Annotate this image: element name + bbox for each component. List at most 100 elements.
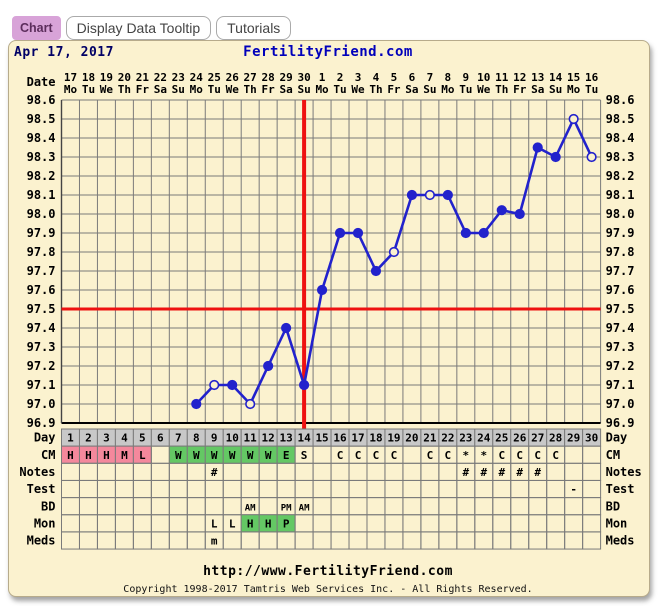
notes-cell-day-28 <box>546 462 566 481</box>
temp-point-day-15[interactable] <box>316 284 328 296</box>
mon-value-day-12: H <box>265 517 272 530</box>
day-value-day-19: 19 <box>387 432 400 445</box>
temp-point-day-19[interactable] <box>388 246 400 258</box>
y-tick-left: 97.9 <box>27 226 56 240</box>
temp-point-day-26[interactable] <box>514 208 525 220</box>
day-value-day-20: 20 <box>405 432 418 445</box>
day-value-day-22: 22 <box>441 432 454 445</box>
day-value-day-2: 2 <box>85 432 92 445</box>
date-tick: 11 <box>495 71 509 84</box>
cm-value-day-8: W <box>193 449 200 462</box>
temp-point-day-28[interactable] <box>550 151 561 163</box>
bd-cell-day-6 <box>150 497 170 516</box>
meds-cell-day-19 <box>384 531 404 550</box>
temp-point-day-22[interactable] <box>442 189 453 201</box>
temp-point-day-20[interactable] <box>406 189 418 201</box>
bd-cell-day-20 <box>402 497 422 516</box>
cm-value-day-26: C <box>516 449 523 462</box>
cm-value-day-12: W <box>265 449 272 462</box>
mon-cell-day-16 <box>330 514 350 533</box>
bd-cell-day-10 <box>222 497 242 516</box>
temp-point-day-24[interactable] <box>478 227 489 239</box>
temp-point-day-12[interactable] <box>263 360 274 372</box>
temp-point-day-23[interactable] <box>460 227 471 239</box>
temp-point-day-27[interactable] <box>532 142 543 153</box>
temp-point-day-9[interactable] <box>209 379 220 391</box>
temp-point-day-10[interactable] <box>227 379 238 391</box>
weekday-tick: We <box>351 83 365 96</box>
notes-cell-day-16 <box>330 462 350 481</box>
day-value-day-27: 27 <box>531 432 544 445</box>
test-cell-day-17 <box>348 479 368 499</box>
temp-point-day-13[interactable] <box>281 322 292 334</box>
date-tick: 4 <box>373 71 380 84</box>
cm-cell-day-15 <box>312 445 332 464</box>
mon-value-day-9: L <box>211 517 218 530</box>
row-label-left: Day <box>34 431 56 445</box>
temp-point-day-16[interactable] <box>334 227 346 239</box>
cm-value-day-22: C <box>445 449 452 462</box>
bd-cell-day-4 <box>114 497 134 516</box>
row-label-right: BD <box>606 499 620 513</box>
cm-cell-day-6 <box>150 445 170 464</box>
day-value-day-23: 23 <box>459 432 472 445</box>
test-cell-day-20 <box>402 479 422 499</box>
footer-url-link[interactable]: http://www.FertilityFriend.com <box>203 564 453 579</box>
tab-chart[interactable]: Chart <box>12 16 61 40</box>
tab-tutorials[interactable]: Tutorials <box>216 16 292 40</box>
mon-cell-day-23 <box>456 514 476 533</box>
y-tick-left: 98.0 <box>27 207 56 221</box>
temp-point-day-18[interactable] <box>370 265 382 277</box>
cm-value-day-13: E <box>283 449 290 462</box>
temp-point-day-29[interactable] <box>568 113 579 125</box>
y-tick-left: 98.6 <box>27 93 56 107</box>
temp-point-day-21[interactable] <box>424 189 435 201</box>
y-tick-right: 98.1 <box>606 188 635 202</box>
date-tick: 17 <box>64 71 77 84</box>
notes-cell-day-6 <box>150 462 170 481</box>
bd-cell-day-2 <box>78 497 98 516</box>
weekday-tick: Sa <box>531 83 544 96</box>
weekday-tick: Su <box>172 83 185 96</box>
day-value-day-29: 29 <box>567 432 580 445</box>
mon-cell-day-26 <box>510 514 530 533</box>
test-cell-day-13 <box>276 479 296 499</box>
cm-value-day-7: W <box>175 449 182 462</box>
cm-value-day-1: H <box>67 449 74 462</box>
test-cell-day-2 <box>78 479 98 499</box>
date-tick: 30 <box>297 71 310 84</box>
day-value-day-21: 21 <box>423 432 437 445</box>
bd-value-day-14: AM <box>299 503 310 513</box>
row-label-right: CM <box>606 448 620 462</box>
test-cell-day-21 <box>420 479 440 499</box>
mon-cell-day-19 <box>384 514 404 533</box>
mon-cell-day-20 <box>402 514 422 533</box>
y-tick-left: 98.3 <box>27 150 56 164</box>
meds-cell-day-3 <box>96 531 116 550</box>
temp-point-day-14[interactable] <box>298 379 310 391</box>
temp-point-day-25[interactable] <box>496 205 507 216</box>
mon-cell-day-21 <box>420 514 440 533</box>
y-tick-right: 98.3 <box>606 150 635 164</box>
temp-point-day-17[interactable] <box>352 227 364 239</box>
weekday-tick: Mo <box>441 83 455 96</box>
temp-point-day-8[interactable] <box>191 398 202 410</box>
cm-value-day-10: W <box>229 449 236 462</box>
test-cell-day-22 <box>438 479 458 499</box>
notes-cell-day-29 <box>564 462 584 481</box>
meds-cell-day-1 <box>61 531 80 550</box>
day-value-day-11: 11 <box>244 432 258 445</box>
y-tick-right: 97.3 <box>606 340 635 354</box>
meds-cell-day-11 <box>240 531 260 550</box>
cm-value-day-21: C <box>427 449 434 462</box>
day-value-day-5: 5 <box>139 432 146 445</box>
tab-display-data-tooltip[interactable]: Display Data Tooltip <box>65 16 212 40</box>
weekday-tick: Th <box>495 83 508 96</box>
mon-cell-day-7 <box>168 514 188 533</box>
mon-cell-day-27 <box>528 514 548 533</box>
weekday-tick: Sa <box>280 83 293 96</box>
temp-point-day-30[interactable] <box>586 151 597 163</box>
temp-point-day-11[interactable] <box>245 398 256 410</box>
y-tick-right: 98.5 <box>606 112 635 126</box>
cm-value-day-5: L <box>139 449 146 462</box>
